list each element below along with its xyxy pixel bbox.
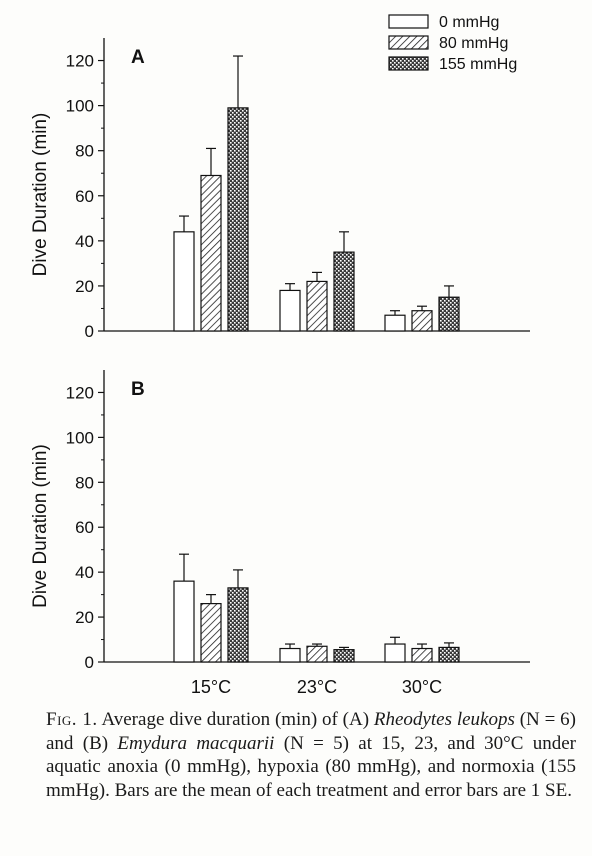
y-tick-label: 100	[66, 97, 94, 116]
bar	[439, 647, 459, 662]
y-tick-label: 120	[66, 383, 94, 402]
bar	[334, 650, 354, 662]
category-label: 23°C	[297, 677, 337, 697]
bar	[174, 232, 194, 331]
bar	[439, 297, 459, 331]
category-label: 15°C	[191, 677, 231, 697]
legend-swatch	[389, 15, 428, 28]
y-tick-label: 60	[75, 187, 94, 206]
figure: 0 20 40 60 80 100 120 Dive Duration (min) A 0 20 40…	[0, 0, 592, 700]
bar	[201, 175, 221, 331]
y-tick-label: 40	[75, 563, 94, 582]
bar	[228, 588, 248, 662]
y-tick-label: 0	[85, 322, 94, 341]
bar	[201, 604, 221, 662]
bar	[412, 649, 432, 662]
y-tick-label: 120	[66, 52, 94, 71]
figure-svg: 0 20 40 60 80 100 120 Dive Duration (min) A 0 20 40…	[0, 0, 592, 700]
y-tick-label: 60	[75, 518, 94, 537]
legend-swatch	[389, 36, 428, 49]
figure-caption: Fig. 1. Average dive duration (min) of (…	[46, 708, 576, 802]
legend: 0 mmHg 80 mmHg 155 mmHg	[389, 14, 517, 73]
y-axis-label: Dive Duration (min)	[30, 444, 51, 608]
bar	[307, 281, 327, 331]
y-tick-label: 20	[75, 608, 94, 627]
bar	[280, 649, 300, 662]
y-tick-label: 100	[66, 428, 94, 447]
legend-label: 80 mmHg	[439, 35, 508, 52]
bar	[385, 644, 405, 662]
legend-label: 155 mmHg	[439, 56, 517, 73]
panel-A: 0 20 40 60 80 100 120 Dive Duration (min) A	[30, 38, 530, 341]
caption-species-b: Emydura macquarii	[117, 733, 274, 754]
panel-label: A	[131, 47, 145, 68]
y-tick-label: 80	[75, 142, 94, 161]
bar	[228, 108, 248, 331]
bar	[307, 646, 327, 662]
bar	[385, 315, 405, 331]
y-tick-label: 40	[75, 232, 94, 251]
category-label: 30°C	[402, 677, 442, 697]
panel-B: 0 20 40 60 80 100 120 Dive Duration (min) B 15°C 2…	[30, 370, 530, 697]
caption-fig-label: Fig. 1.	[46, 709, 98, 730]
caption-text-1: Average dive duration (min) of (A)	[101, 709, 373, 730]
y-tick-label: 80	[75, 473, 94, 492]
bar	[280, 290, 300, 331]
legend-swatch	[389, 57, 428, 70]
y-axis-label: Dive Duration (min)	[30, 113, 51, 277]
y-tick-label: 20	[75, 277, 94, 296]
bar	[412, 311, 432, 331]
panels: 0 20 40 60 80 100 120 Dive Duration (min) A 0 20 40…	[30, 38, 530, 697]
panel-label: B	[131, 379, 145, 400]
bar	[174, 581, 194, 662]
y-tick-label: 0	[85, 653, 94, 672]
legend-label: 0 mmHg	[439, 14, 499, 31]
bar	[334, 252, 354, 331]
caption-species-a: Rheodytes leukops	[374, 709, 515, 730]
